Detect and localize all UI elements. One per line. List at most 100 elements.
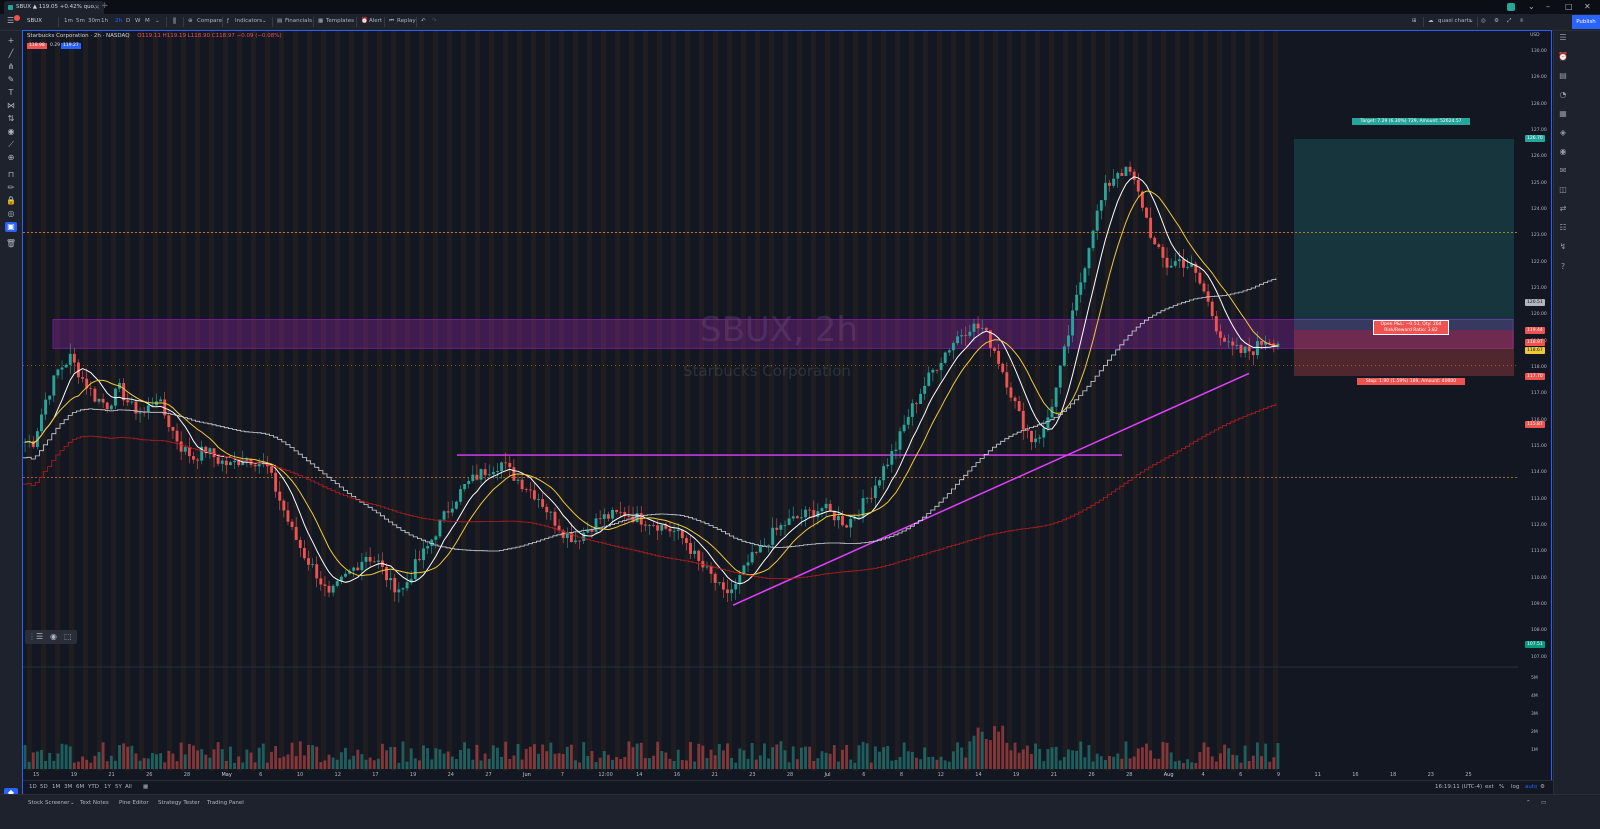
help-icon[interactable]: ?: [1560, 262, 1566, 271]
goto-date-icon[interactable]: ▦: [143, 784, 149, 790]
menu-icon[interactable]: ☰: [7, 16, 15, 25]
alerts-icon[interactable]: ⏰: [1558, 52, 1568, 61]
interval-1m[interactable]: 1m: [64, 18, 73, 24]
financials-button[interactable]: Financials: [285, 18, 312, 24]
sell-price[interactable]: 118.98: [27, 43, 47, 49]
text-icon[interactable]: T: [8, 88, 14, 97]
range-1y[interactable]: 1Y: [104, 784, 111, 790]
stay-drawing-icon[interactable]: ✏: [7, 183, 15, 192]
candles-icon[interactable]: ⫼: [173, 17, 177, 25]
pitchfork-icon[interactable]: ⋔: [7, 62, 15, 71]
range-all[interactable]: All: [125, 784, 132, 790]
publish-button[interactable]: Publish: [1572, 15, 1600, 29]
chevron-down-icon[interactable]: ⌄: [1469, 18, 1474, 24]
minimize-icon[interactable]: –: [1546, 2, 1550, 11]
chevron-down-icon[interactable]: ⌄: [70, 800, 75, 806]
maximize-icon[interactable]: □: [1565, 2, 1573, 11]
hotlists-icon[interactable]: ◔: [1559, 90, 1567, 99]
lock-icon[interactable]: 🔒: [6, 196, 16, 205]
collapse-icon[interactable]: ⌃: [1526, 800, 1531, 806]
interval-1h[interactable]: 1h: [101, 18, 108, 24]
tab-pine-editor[interactable]: Pine Editor: [119, 800, 149, 806]
eye-icon[interactable]: ◉: [7, 127, 15, 136]
ruler-icon[interactable]: ⟋: [8, 140, 14, 149]
close-window-icon[interactable]: ✕: [1584, 2, 1591, 11]
alert-button[interactable]: Alert: [369, 18, 383, 24]
ideas-icon[interactable]: ◈: [1559, 128, 1567, 137]
performance-icon[interactable]: ↯: [1559, 242, 1567, 251]
tab-close-icon[interactable]: ×: [94, 3, 100, 11]
clock[interactable]: 16:19:11 (UTC-4): [1435, 784, 1483, 790]
floating-drawing-toolbar[interactable]: ⋮ ☰ ◉ ⬚: [25, 630, 77, 644]
layout-name[interactable]: quasi charts: [1438, 18, 1472, 24]
indicators-button[interactable]: Indicators: [235, 18, 263, 24]
templates-button[interactable]: Templates: [326, 18, 354, 24]
chevron-down-icon[interactable]: ⌄: [155, 18, 160, 24]
quick-search-icon[interactable]: ◎: [1481, 18, 1486, 24]
pattern-icon[interactable]: ⋈: [7, 101, 15, 110]
stop-label[interactable]: Stop: 1.90 (1.59%) 189, Amount: 40000: [1357, 378, 1465, 385]
interval-d[interactable]: D: [126, 18, 131, 24]
price-chart[interactable]: [23, 31, 1518, 771]
order-panel-icon[interactable]: ⇄: [1559, 204, 1567, 213]
auto-toggle[interactable]: auto: [1525, 784, 1538, 790]
list-icon[interactable]: ☰: [36, 632, 44, 641]
eye-icon[interactable]: ◉: [50, 632, 57, 641]
tab-strategy-tester[interactable]: Strategy Tester: [158, 800, 200, 806]
interval-w[interactable]: W: [135, 18, 141, 24]
interval-2h[interactable]: 2h: [115, 18, 122, 24]
price-axis[interactable]: USD: [1518, 31, 1553, 780]
interval-30m[interactable]: 30m: [88, 18, 101, 24]
range-ytd[interactable]: YTD: [88, 784, 99, 790]
chevron-down-icon[interactable]: ⌄: [1528, 2, 1535, 11]
layout-grid-icon[interactable]: ⊞: [1412, 18, 1417, 24]
ext-toggle[interactable]: ext: [1485, 784, 1494, 790]
brush-icon[interactable]: ✎: [7, 75, 15, 84]
select-icon[interactable]: ⬚: [64, 632, 72, 641]
maximize-panel-icon[interactable]: ▭: [1541, 800, 1547, 806]
range-1d[interactable]: 1D: [29, 784, 37, 790]
buy-price[interactable]: 119.27: [61, 43, 81, 49]
currency-label[interactable]: USD: [1530, 33, 1540, 38]
chats-icon[interactable]: ✉: [1559, 166, 1567, 175]
crosshair-icon[interactable]: +: [7, 36, 15, 45]
zoom-icon[interactable]: ⊕: [7, 153, 15, 162]
notifications-icon[interactable]: ◫: [1559, 185, 1567, 194]
extension-icon[interactable]: [1507, 3, 1515, 11]
compare-button[interactable]: Compare: [197, 18, 222, 24]
target-label[interactable]: Target: 7.29 (6.30%) 729, Amount: 52624.…: [1352, 118, 1470, 125]
tab-stock-screener[interactable]: Stock Screener: [28, 800, 70, 806]
tab-trading-panel[interactable]: Trading Panel: [207, 800, 244, 806]
drag-handle-icon[interactable]: ⋮: [28, 632, 36, 641]
calendar-icon[interactable]: ▦: [1559, 109, 1567, 118]
hide-icon[interactable]: ◎: [7, 209, 15, 218]
range-3m[interactable]: 3M: [64, 784, 73, 790]
streams-icon[interactable]: ◉: [1559, 147, 1567, 156]
watchlist-icon[interactable]: ☰: [1559, 33, 1567, 42]
interval-5m[interactable]: 5m: [76, 18, 85, 24]
symbol-search[interactable]: SBUX: [27, 18, 43, 24]
trendline-icon[interactable]: ╱: [8, 49, 14, 58]
browser-tab[interactable]: SBUX ▲ 119.05 +0.42% quo... ×: [4, 1, 104, 14]
prediction-icon[interactable]: ⇅: [7, 114, 15, 123]
new-tab-button[interactable]: +: [101, 1, 109, 11]
depth-icon[interactable]: ☷: [1559, 223, 1567, 232]
range-1m[interactable]: 1M: [52, 784, 61, 790]
camera-icon[interactable]: ⌾: [1520, 18, 1524, 24]
tab-text-notes[interactable]: Text Notes: [80, 800, 109, 806]
data-window-icon[interactable]: ▤: [1559, 71, 1567, 80]
object-tree-icon[interactable]: ▣: [5, 222, 17, 232]
undo-icon[interactable]: ↶: [421, 18, 426, 24]
interval-m[interactable]: M: [145, 18, 150, 24]
settings-icon[interactable]: ⚙: [1540, 784, 1545, 790]
chevron-down-icon[interactable]: ⌄: [262, 18, 267, 24]
redo-icon[interactable]: ↷: [432, 18, 437, 24]
log-toggle[interactable]: log: [1511, 784, 1520, 790]
range-5y[interactable]: 5Y: [115, 784, 122, 790]
replay-button[interactable]: Replay: [397, 18, 416, 24]
range-6m[interactable]: 6M: [76, 784, 85, 790]
settings-gear-icon[interactable]: ⚙: [1494, 18, 1499, 24]
range-5d[interactable]: 5D: [40, 784, 48, 790]
percent-toggle[interactable]: %: [1499, 784, 1505, 790]
magnet-icon[interactable]: ⊓: [7, 170, 15, 179]
